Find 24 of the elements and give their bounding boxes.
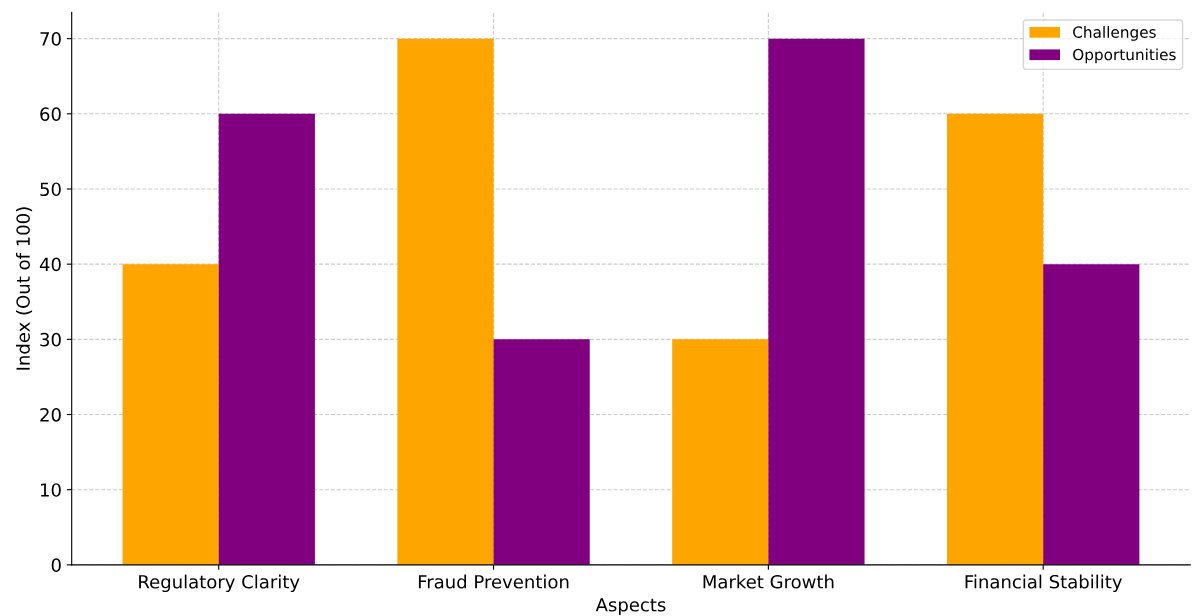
y-tick-label: 40 (39, 257, 61, 272)
bar (672, 339, 769, 565)
y-tick-label: 60 (40, 107, 61, 121)
y-tick-label: 30 (40, 332, 61, 347)
bar (1043, 264, 1140, 565)
x-tick-label: Regulatory Clarity (139, 574, 300, 593)
x-tick-label: Market Growth (703, 574, 834, 589)
bar (218, 113, 315, 565)
bar (397, 38, 494, 565)
x-axis-title: Aspects (595, 598, 666, 616)
legend-label: Challenges (1073, 26, 1156, 41)
y-tick-label: 10 (40, 483, 61, 497)
x-tick-label: Financial Stability (965, 574, 1122, 593)
bar (122, 264, 219, 565)
y-tick-label: 0 (51, 558, 61, 572)
x-tick-label: Fraud Prevention (418, 574, 569, 589)
y-tick-label: 50 (40, 182, 61, 197)
y-tick-label: 70 (40, 32, 61, 46)
y-tick-label: 20 (40, 407, 61, 422)
bar (768, 38, 865, 565)
legend-label: Opportunities (1073, 48, 1176, 64)
bar (947, 113, 1044, 565)
bar (493, 339, 590, 565)
y-axis-title: Index (Out of 100) (15, 207, 33, 370)
